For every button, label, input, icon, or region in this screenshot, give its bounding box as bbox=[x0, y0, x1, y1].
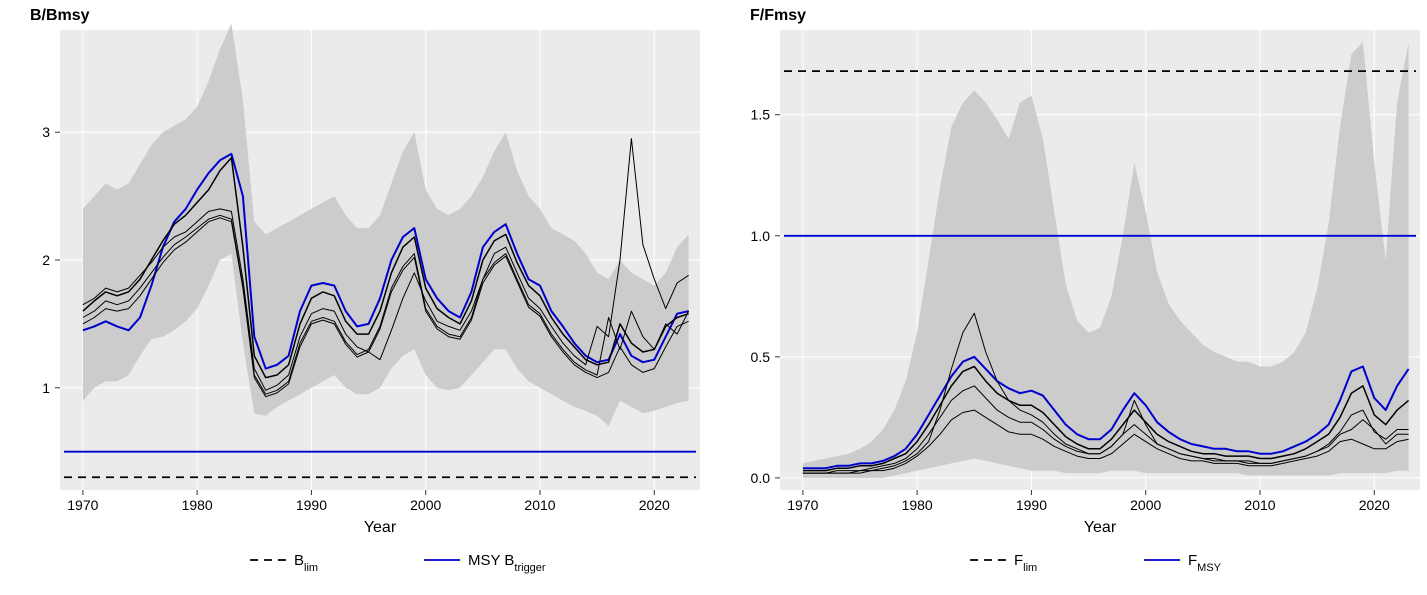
chart-wrap: B/Bmsy 1970 1980 1990 2000 2010 2020 1 2 3 Year Bli… bbox=[0, 0, 1427, 595]
panel-title: B/Bmsy bbox=[30, 7, 90, 24]
y-axis: 1 2 3 bbox=[42, 124, 60, 396]
x-tick-label: 1970 bbox=[67, 497, 98, 513]
x-axis-label: Year bbox=[364, 519, 397, 536]
y-axis: 0.0 0.5 1.0 1.5 bbox=[751, 107, 780, 486]
y-tick-label: 1 bbox=[42, 380, 50, 396]
y-tick-label: 0.5 bbox=[751, 349, 771, 365]
legend: Blim MSY Btrigger bbox=[250, 552, 546, 574]
y-tick-label: 1.5 bbox=[751, 107, 771, 123]
legend-label: Blim bbox=[294, 552, 318, 574]
y-tick-label: 0.0 bbox=[751, 470, 771, 486]
legend-label: MSY Btrigger bbox=[468, 552, 546, 574]
legend: Flim FMSY bbox=[970, 552, 1222, 574]
panel: B/Bmsy 1970 1980 1990 2000 2010 2020 1 2 3 Year Bli… bbox=[30, 7, 700, 574]
y-tick-label: 1.0 bbox=[751, 228, 771, 244]
x-tick-label: 1970 bbox=[787, 497, 818, 513]
x-axis: 1970 1980 1990 2000 2010 2020 bbox=[67, 490, 670, 513]
panel-title: F/Fmsy bbox=[750, 7, 806, 24]
y-tick-label: 3 bbox=[42, 124, 50, 140]
legend-label: FMSY bbox=[1188, 552, 1222, 574]
chart-svg: B/Bmsy 1970 1980 1990 2000 2010 2020 1 2 3 Year Bli… bbox=[0, 0, 1427, 595]
x-axis: 1970 1980 1990 2000 2010 2020 bbox=[787, 490, 1390, 513]
x-tick-label: 1990 bbox=[296, 497, 327, 513]
x-tick-label: 2020 bbox=[639, 497, 670, 513]
x-tick-label: 2020 bbox=[1359, 497, 1390, 513]
panel: F/Fmsy 1970 1980 1990 2000 2010 2020 0.0 0.5 1.0 1… bbox=[750, 7, 1420, 574]
x-tick-label: 2000 bbox=[1130, 497, 1161, 513]
x-tick-label: 1980 bbox=[902, 497, 933, 513]
x-tick-label: 1980 bbox=[182, 497, 213, 513]
x-tick-label: 2010 bbox=[1244, 497, 1275, 513]
x-tick-label: 1990 bbox=[1016, 497, 1047, 513]
x-axis-label: Year bbox=[1084, 519, 1117, 536]
y-tick-label: 2 bbox=[42, 252, 50, 268]
x-tick-label: 2000 bbox=[410, 497, 441, 513]
x-tick-label: 2010 bbox=[524, 497, 555, 513]
legend-label: Flim bbox=[1014, 552, 1037, 574]
